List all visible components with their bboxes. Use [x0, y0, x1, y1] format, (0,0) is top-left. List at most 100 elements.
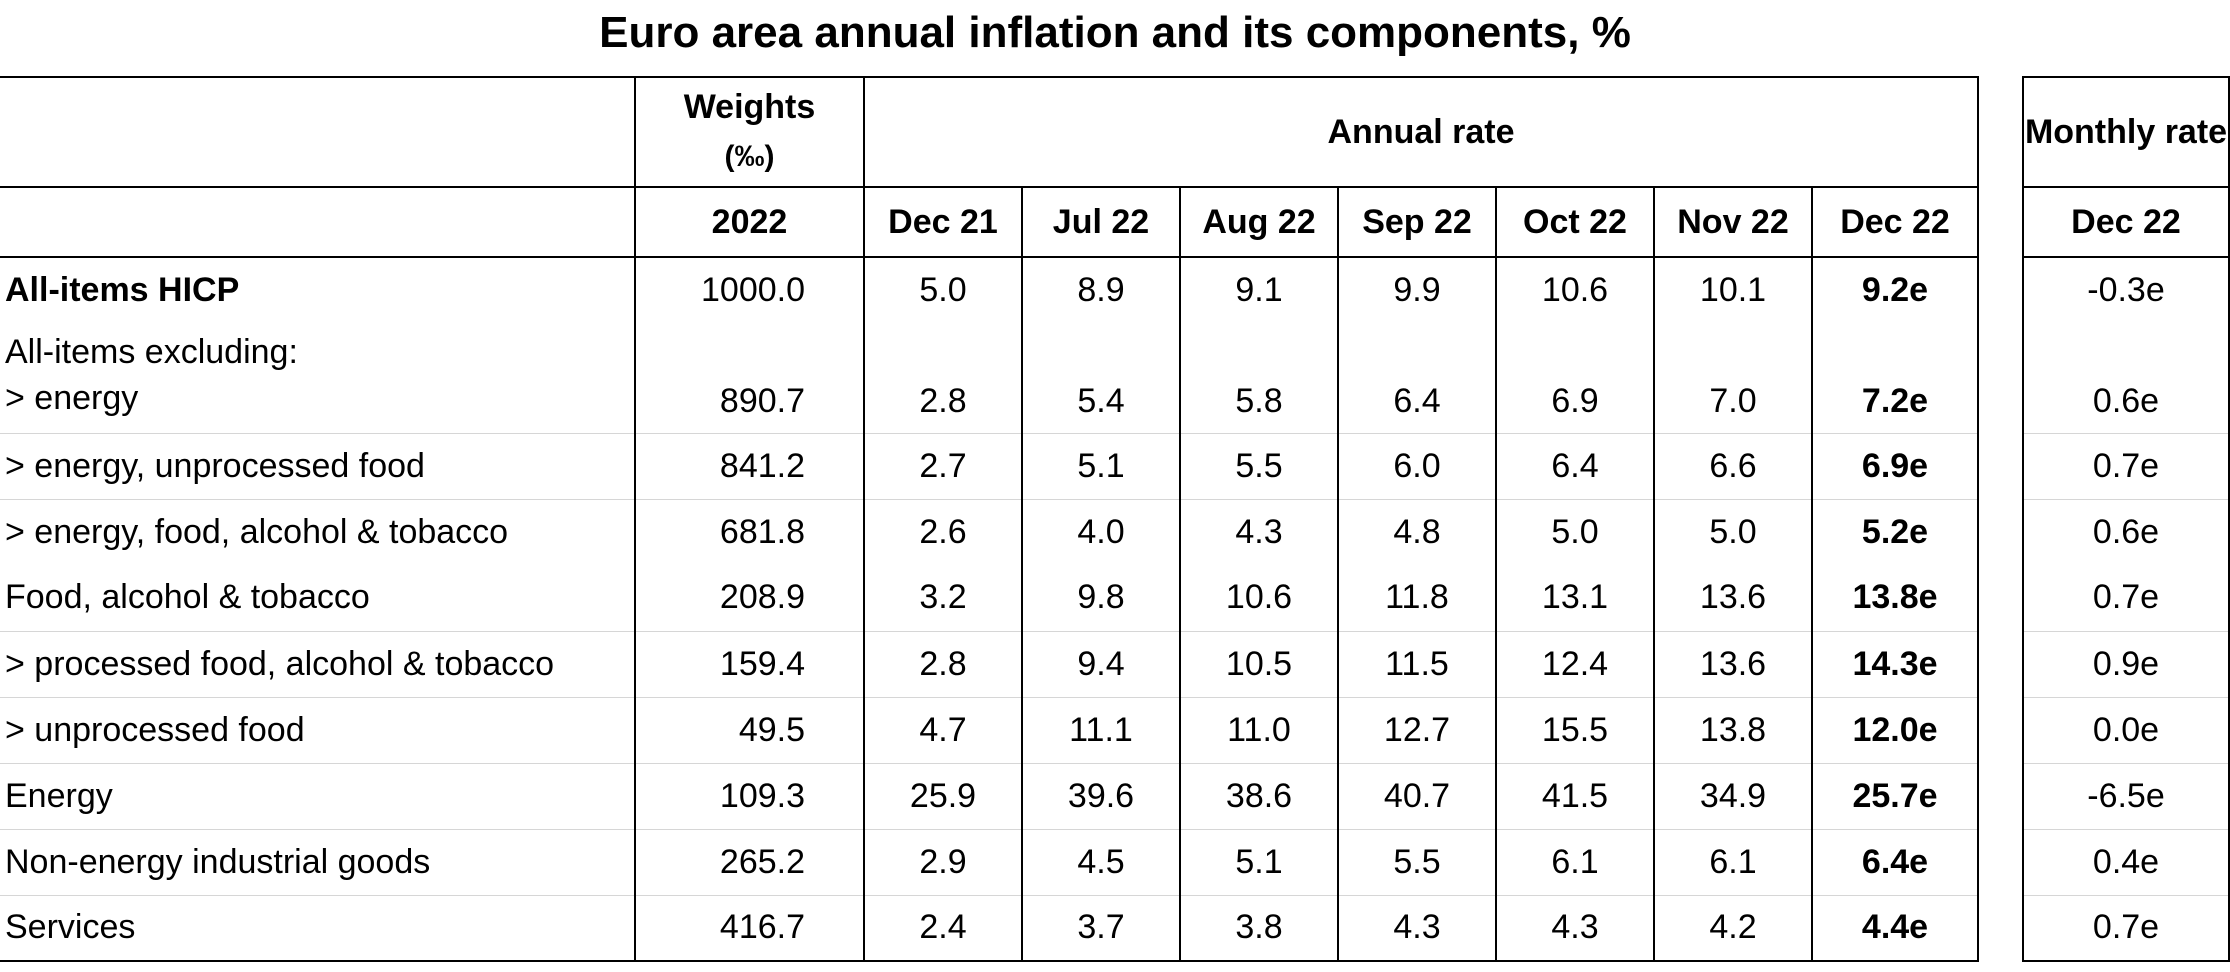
table-row: Food, alcohol & tobacco 208.9 3.2 9.8 10.6 11… [0, 565, 1980, 631]
weights-year-header: 2022 [634, 187, 864, 258]
annual-rate-cell: 5.0 [1653, 498, 1812, 565]
table-row: -6.5e [2022, 762, 2230, 829]
table-row: 0.6e [2022, 323, 2230, 433]
annual-rate-cell: 10.6 [1179, 565, 1338, 631]
period-header: Oct 22 [1495, 187, 1654, 258]
row-label-cell: > energy, food, alcohol & tobacco [0, 498, 635, 565]
annual-rate-cell: 4.7 [863, 696, 1022, 763]
monthly-rate-table: Monthly rate Dec 22 -0.3e 0.6e 0.7e 0.6e 0.7… [2022, 76, 2230, 962]
table-row: 0.7e [2022, 432, 2230, 499]
annual-rate-cell: 3.7 [1021, 894, 1180, 962]
row-label: > processed food, alcohol & tobacco [5, 644, 555, 683]
annual-rate-cell: 10.6 [1495, 257, 1654, 323]
latest-annual-rate-cell: 4.4e [1810, 894, 1980, 962]
weight-cell: 265.2 [634, 828, 864, 895]
annual-rate-cell: 11.0 [1179, 696, 1338, 763]
annual-rate-cell: 2.8 [863, 323, 1022, 433]
annual-rate-cell: 13.8 [1653, 696, 1812, 763]
latest-annual-rate-cell: 7.2e [1810, 323, 1980, 433]
table-row: Energy 109.3 25.9 39.6 38.6 40.7 41.5 34.9 25.7e [0, 762, 1980, 829]
annual-rate-cell: 2.8 [863, 630, 1022, 697]
row-label: > unprocessed food [5, 710, 305, 749]
table-row: 0.6e [2022, 498, 2230, 565]
weight-cell: 1000.0 [634, 257, 864, 323]
table-row: > unprocessed food 49.5 4.7 11.1 11.0 12.7 15.… [0, 696, 1980, 763]
annual-rate-cell: 7.0 [1653, 323, 1812, 433]
period-header: Dec 21 [863, 187, 1022, 258]
weight-cell: 681.8 [634, 498, 864, 565]
monthly-rate-cell: 0.4e [2022, 828, 2230, 895]
annual-rate-cell: 4.8 [1337, 498, 1496, 565]
annual-rate-cell: 6.9 [1495, 323, 1654, 433]
annual-rate-cell: 5.5 [1179, 432, 1338, 499]
annual-rate-cell: 5.0 [1495, 498, 1654, 565]
annual-rate-cell: 9.4 [1021, 630, 1180, 697]
annual-rate-cell: 5.1 [1179, 828, 1338, 895]
annual-rate-cell: 12.4 [1495, 630, 1654, 697]
annual-rate-header: Annual rate [862, 76, 1980, 188]
table-row: 0.0e [2022, 696, 2230, 763]
table-row: > energy, food, alcohol & tobacco 681.8 2.… [0, 498, 1980, 565]
table-row: 0.7e [2022, 565, 2230, 631]
annual-rate-cell: 15.5 [1495, 696, 1654, 763]
annual-rate-cell: 13.6 [1653, 565, 1812, 631]
annual-rate-cell: 41.5 [1495, 762, 1654, 829]
latest-annual-rate-cell: 13.8e [1810, 565, 1980, 631]
annual-rate-cell: 9.9 [1337, 257, 1496, 323]
annual-rate-cell: 10.5 [1179, 630, 1338, 697]
latest-annual-rate-cell: 14.3e [1810, 630, 1980, 697]
annual-rate-cell: 13.6 [1653, 630, 1812, 697]
period-header: Aug 22 [1179, 187, 1338, 258]
row-label: All-items HICP [5, 271, 240, 309]
annual-rate-cell: 38.6 [1179, 762, 1338, 829]
header-blank-cell [0, 76, 635, 188]
table-row: > energy, unprocessed food 841.2 2.7 5.1 5.5… [0, 432, 1980, 499]
annual-rate-cell: 9.8 [1021, 565, 1180, 631]
row-label: > energy, food, alcohol & tobacco [5, 512, 509, 551]
annual-rate-cell: 4.2 [1653, 894, 1812, 962]
latest-annual-rate-cell: 6.9e [1810, 432, 1980, 499]
row-label-cell: All-items HICP [0, 257, 635, 323]
annual-rate-cell: 5.8 [1179, 323, 1338, 433]
monthly-rate-cell: 0.6e [2022, 323, 2230, 433]
annual-rate-cell: 4.3 [1337, 894, 1496, 962]
annual-rate-cell: 5.0 [863, 257, 1022, 323]
table-row: > processed food, alcohol & tobacco 159.4… [0, 630, 1980, 697]
monthly-rate-cell: 0.0e [2022, 696, 2230, 763]
annual-rate-cell: 11.5 [1337, 630, 1496, 697]
monthly-rate-cell: -6.5e [2022, 762, 2230, 829]
annual-rate-cell: 2.6 [863, 498, 1022, 565]
period-header: Nov 22 [1653, 187, 1812, 258]
header-blank-cell [0, 187, 635, 258]
annual-rate-cell: 5.5 [1337, 828, 1496, 895]
weights-header: Weights (‰) [634, 76, 864, 188]
annual-rate-cell: 6.4 [1337, 323, 1496, 433]
latest-annual-rate-cell: 5.2e [1810, 498, 1980, 565]
monthly-rate-cell: 0.6e [2022, 498, 2230, 565]
weight-cell: 416.7 [634, 894, 864, 962]
row-label: Food, alcohol & tobacco [5, 578, 370, 617]
annual-rate-cell: 4.3 [1495, 894, 1654, 962]
weights-unit: (‰) [724, 140, 775, 173]
row-label-cell: > processed food, alcohol & tobacco [0, 630, 635, 697]
table-row: Non-energy industrial goods 265.2 2.9 4.5 5.… [0, 828, 1980, 895]
annual-rate-cell: 9.1 [1179, 257, 1338, 323]
annual-rate-cell: 10.1 [1653, 257, 1812, 323]
annual-rate-cell: 6.4 [1495, 432, 1654, 499]
monthly-rate-cell: 0.9e [2022, 630, 2230, 697]
annual-rate-cell: 4.5 [1021, 828, 1180, 895]
annual-rate-cell: 40.7 [1337, 762, 1496, 829]
annual-rate-cell: 34.9 [1653, 762, 1812, 829]
row-label-cell: Services [0, 894, 635, 962]
monthly-rate-cell: 0.7e [2022, 432, 2230, 499]
inflation-table: Weights (‰) Annual rate 2022 Dec 21 Jul … [0, 76, 1980, 962]
period-header: Sep 22 [1337, 187, 1496, 258]
period-header: Dec 22 [1810, 187, 1980, 258]
annual-rate-cell: 12.7 [1337, 696, 1496, 763]
annual-rate-cell: 6.0 [1337, 432, 1496, 499]
latest-annual-rate-cell: 9.2e [1810, 257, 1980, 323]
weight-cell: 109.3 [634, 762, 864, 829]
table-title: Euro area annual inflation and its compo… [599, 8, 1631, 57]
row-label: Energy [5, 776, 113, 815]
group-label: All-items excluding: [5, 332, 298, 371]
